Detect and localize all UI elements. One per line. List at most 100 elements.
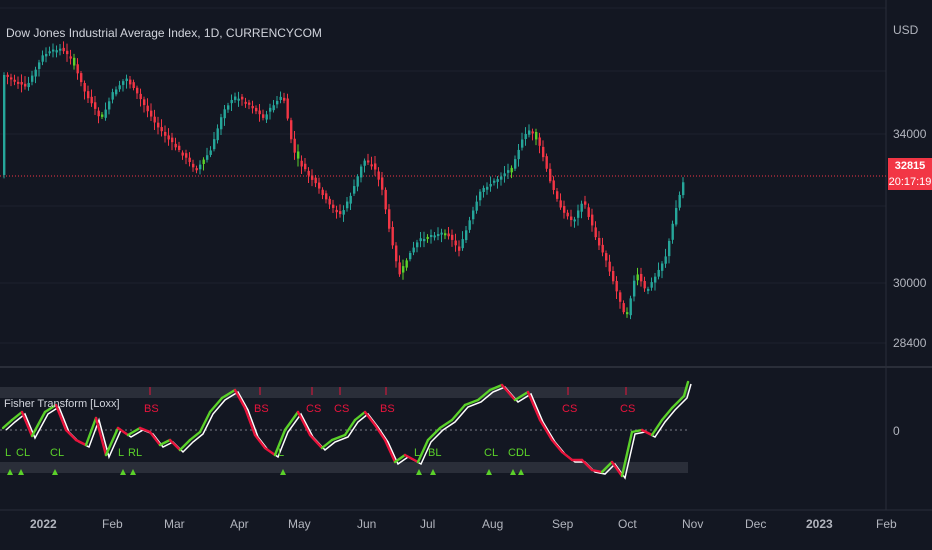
candle xyxy=(150,103,153,122)
candle xyxy=(90,89,93,107)
candle xyxy=(633,275,636,302)
buy-signal-label: BL xyxy=(428,447,441,459)
candle xyxy=(209,146,212,158)
candle xyxy=(251,100,254,114)
time-label: Apr xyxy=(230,517,249,531)
candle xyxy=(45,47,48,63)
candle xyxy=(678,191,681,211)
candle xyxy=(181,150,184,160)
candle xyxy=(234,92,237,103)
candle xyxy=(510,165,513,179)
candle xyxy=(468,216,471,233)
candle xyxy=(332,199,335,213)
buy-arrow xyxy=(120,469,126,475)
chart-title[interactable]: Dow Jones Industrial Average Index, 1D, … xyxy=(6,26,322,40)
fisher-segment xyxy=(178,438,192,452)
fisher-segment xyxy=(198,410,212,434)
candle xyxy=(328,196,331,209)
candle xyxy=(503,165,506,183)
candle xyxy=(601,237,604,257)
candle xyxy=(69,49,72,65)
sell-signal-label: CS xyxy=(306,403,321,415)
fisher-segment xyxy=(64,428,78,442)
candle xyxy=(374,156,377,176)
candle xyxy=(227,102,230,113)
fisher-segment xyxy=(438,418,454,430)
candle xyxy=(167,128,170,146)
fisher-segment xyxy=(20,410,34,438)
buy-signal-label: L xyxy=(118,447,124,459)
fisher-segment xyxy=(273,428,287,457)
candle xyxy=(556,187,559,202)
candle xyxy=(293,130,296,160)
candle xyxy=(349,192,352,210)
candle xyxy=(437,227,440,241)
sell-signal-label: CS xyxy=(620,403,635,415)
sell-signal-label: CS xyxy=(334,403,349,415)
fisher-segment xyxy=(670,394,686,410)
candle xyxy=(248,99,251,110)
candle xyxy=(580,200,583,219)
candle xyxy=(402,259,405,280)
fisher-segment xyxy=(253,433,267,450)
time-axis[interactable]: 2022 Feb Mar Apr May Jun Jul Aug Sep Oct Nov Dec 202… xyxy=(30,517,897,531)
fisher-segment xyxy=(353,410,367,422)
candle xyxy=(216,124,219,144)
candle xyxy=(514,155,517,172)
time-label: Sep xyxy=(552,517,574,531)
current-price-badge: 32815 xyxy=(888,158,932,174)
buy-signal-label: L xyxy=(414,447,420,459)
sell-signal-label: BS xyxy=(254,403,269,415)
candle xyxy=(395,242,398,268)
candle xyxy=(668,238,671,264)
time-label: Nov xyxy=(682,517,703,531)
indicator-title[interactable]: Fisher Transform [Loxx] xyxy=(4,398,120,410)
buy-signal-label: L xyxy=(278,447,284,459)
buy-arrow xyxy=(518,469,524,475)
fisher-segment xyxy=(560,450,574,462)
candle xyxy=(213,131,216,152)
fisher-segment xyxy=(450,403,467,422)
candle xyxy=(416,239,419,253)
candle xyxy=(139,88,142,107)
buy-arrow xyxy=(52,469,58,475)
candle xyxy=(472,206,475,225)
candle xyxy=(311,169,314,187)
fisher-segment xyxy=(630,428,644,434)
fisher-segment xyxy=(104,426,120,457)
fisher-segment xyxy=(640,428,654,437)
candle xyxy=(83,80,86,100)
candle xyxy=(605,250,608,268)
buy-signal-label: CL xyxy=(16,447,30,459)
buy-signal-label: RL xyxy=(128,447,142,459)
candle xyxy=(94,96,97,116)
candle xyxy=(608,254,611,277)
candle xyxy=(650,277,653,291)
candle xyxy=(563,200,566,219)
candle xyxy=(80,71,83,87)
candle xyxy=(367,153,370,165)
candle xyxy=(654,273,657,291)
fisher-segment xyxy=(283,410,300,432)
fisher-segment xyxy=(320,438,334,450)
fisher-segment xyxy=(243,406,257,437)
candle xyxy=(321,187,324,200)
candle xyxy=(73,53,76,70)
candle xyxy=(87,85,90,104)
fisher-segment xyxy=(650,418,664,437)
time-label: Dec xyxy=(745,517,766,531)
sell-signal-label: CS xyxy=(562,403,577,415)
buy-arrow xyxy=(130,469,136,475)
candle xyxy=(475,195,478,214)
buy-arrow xyxy=(416,469,422,475)
candle xyxy=(671,220,674,244)
time-label: Jun xyxy=(357,517,376,531)
fisher-segment xyxy=(54,403,68,432)
candle xyxy=(489,176,492,192)
candle xyxy=(496,175,499,189)
candle xyxy=(664,248,667,268)
candle xyxy=(195,165,198,174)
candle xyxy=(381,171,384,196)
candle xyxy=(545,153,548,172)
